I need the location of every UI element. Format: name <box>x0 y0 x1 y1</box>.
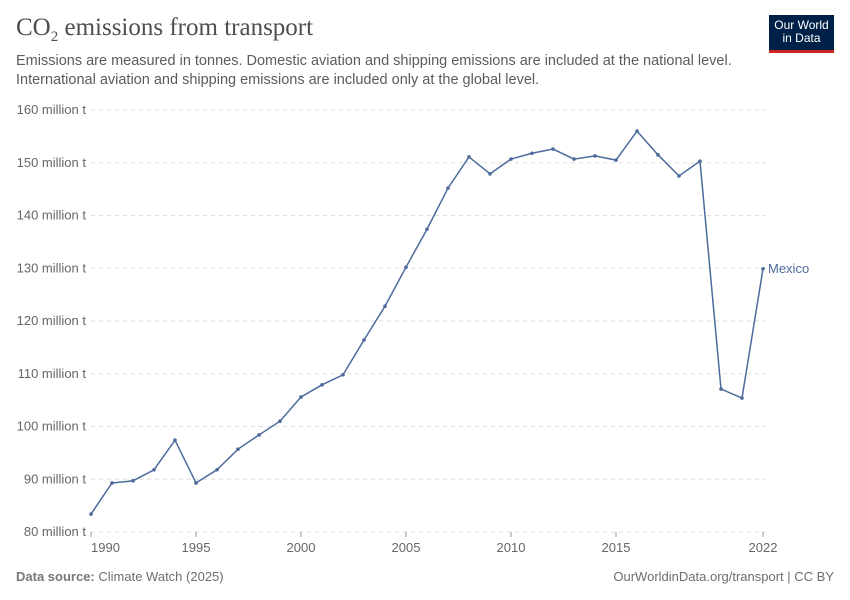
data-point <box>236 447 240 451</box>
data-point <box>362 338 366 342</box>
x-tick-label: 1995 <box>182 540 211 555</box>
data-point <box>341 373 345 377</box>
data-point <box>446 186 450 190</box>
data-point <box>404 265 408 269</box>
y-tick-label: 140 million t <box>17 208 87 223</box>
y-tick-label: 120 million t <box>17 313 87 328</box>
chart-title: CO2 emissions from transport <box>16 14 314 45</box>
data-point <box>278 419 282 424</box>
data-point <box>257 433 261 437</box>
data-point <box>509 157 513 161</box>
data-point <box>131 479 135 483</box>
data-point <box>488 172 492 176</box>
data-point <box>740 396 744 400</box>
data-point <box>572 157 576 161</box>
data-point <box>425 227 429 232</box>
y-tick-label: 150 million t <box>17 155 87 170</box>
series-line-mexico <box>90 129 764 515</box>
data-point <box>614 158 618 162</box>
owid-logo[interactable]: Our World in Data <box>769 15 834 53</box>
data-point <box>467 155 471 159</box>
x-tick-label: 2010 <box>497 540 526 555</box>
data-source: Data source: Climate Watch (2025) <box>16 569 224 584</box>
source-link[interactable]: Climate Watch (2025) <box>98 569 224 584</box>
y-tick-label: 90 million t <box>24 471 87 486</box>
data-point <box>110 481 114 485</box>
data-point <box>320 383 324 387</box>
data-point <box>635 129 639 133</box>
data-point <box>551 147 555 151</box>
data-point <box>593 154 597 158</box>
y-tick-label: 80 million t <box>24 524 87 539</box>
x-tick-label: 2000 <box>287 540 316 555</box>
data-point <box>299 395 303 399</box>
data-point <box>215 467 219 472</box>
x-tick-label: 2015 <box>602 540 631 555</box>
data-point <box>530 151 534 156</box>
data-point <box>698 159 702 163</box>
x-tick-label: 2022 <box>749 540 778 555</box>
y-tick-label: 160 million t <box>17 102 87 117</box>
data-point <box>194 481 198 485</box>
y-tick-label: 100 million t <box>17 419 87 434</box>
data-point <box>761 266 765 271</box>
data-point <box>152 467 156 472</box>
data-point <box>383 304 387 309</box>
footer-link[interactable]: OurWorldinData.org/transport | CC BY <box>613 569 834 584</box>
y-tick-label: 110 million t <box>18 366 87 381</box>
data-point <box>89 512 93 516</box>
x-tick-label: 1990 <box>91 540 120 555</box>
x-tick-label: 2005 <box>392 540 421 555</box>
data-point <box>677 174 681 178</box>
y-tick-label: 130 million t <box>17 260 87 275</box>
data-point <box>656 153 660 157</box>
series-label-mexico: Mexico <box>768 261 809 276</box>
data-point <box>719 387 723 391</box>
chart-subtitle: Emissions are measured in tonnes. Domest… <box>16 53 732 88</box>
data-point <box>173 438 177 443</box>
